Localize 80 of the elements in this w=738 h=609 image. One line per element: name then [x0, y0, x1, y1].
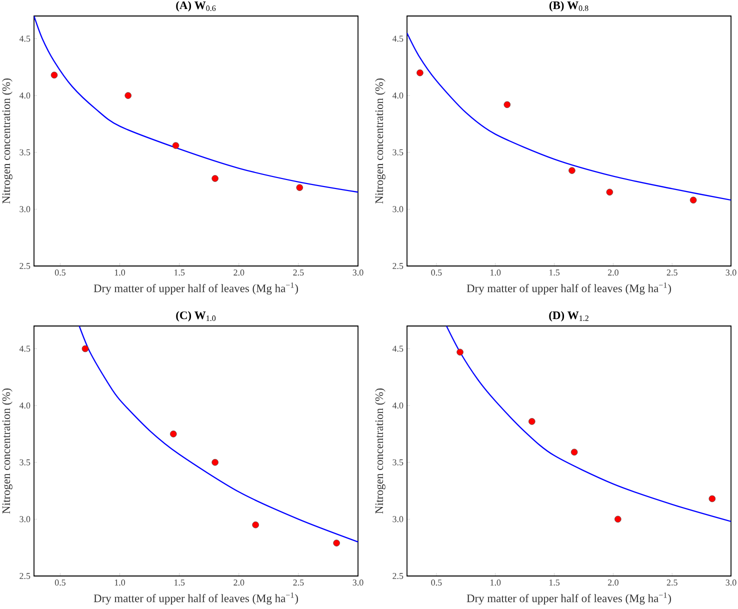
x-tick-label: 1.5	[549, 270, 560, 276]
y-tick-label: 3.0	[392, 516, 404, 522]
point	[570, 448, 578, 456]
x-tick-label: 3.0	[726, 580, 736, 586]
x-tick-label: 1.5	[549, 580, 560, 586]
x-axis-title: Dry matter of upper half of leaves (Mg ha$^{−1}$)	[466, 282, 671, 295]
y-tick-label: 2.5	[20, 572, 30, 580]
point	[528, 418, 536, 425]
point	[212, 175, 218, 182]
point	[690, 196, 697, 204]
point	[172, 142, 180, 149]
y-tick-label: 4.5	[19, 36, 30, 42]
x-tick-label: 2.5	[293, 580, 304, 586]
point	[504, 101, 511, 108]
x-tick-label: 2.0	[234, 580, 244, 586]
y-axis-title: Nitrogen concentration (%)	[375, 78, 386, 204]
y-tick-label: 2.5	[392, 262, 404, 270]
chart-title: (B) W$_{0.8}$	[549, 1, 588, 12]
x-tick-label: 0.5	[431, 580, 442, 586]
point	[50, 72, 58, 78]
x-tick-label: 1.5	[174, 580, 185, 586]
point	[82, 345, 89, 352]
y-tick-label: 4.0	[392, 402, 404, 409]
x-tick-label: 0.5	[54, 580, 66, 586]
x-axis-title: Dry matter of upper half of leaves (Mg ha$^{−1}$)	[466, 592, 671, 605]
y-tick-label: 3.5	[392, 149, 404, 156]
y-tick-label: 3.5	[392, 459, 404, 466]
x-tick-label: 2.5	[666, 580, 678, 586]
y-tick-label: 4.0	[392, 92, 404, 99]
y-tick-label: 3.5	[20, 459, 30, 466]
x-axis-title: Dry matter of upper half of leaves (Mg ha$^{−1}$)	[94, 282, 298, 295]
x-tick-label: 3.0	[726, 270, 736, 276]
y-tick-label: 4.0	[19, 402, 30, 409]
chart-title: (A) W$_{0.6}$	[176, 1, 216, 12]
chart-title: (C) W$_{1.0}$	[176, 311, 216, 322]
point	[212, 458, 218, 466]
point	[708, 495, 716, 502]
line-series	[446, 326, 732, 522]
x-tick-label: 0.5	[54, 270, 66, 276]
line-series	[407, 32, 732, 201]
x-tick-label: 2.5	[666, 270, 678, 276]
point	[296, 184, 304, 191]
y-tick-label: 3.0	[392, 206, 404, 212]
x-tick-label: 2.0	[234, 270, 244, 276]
y-axis-title: Nitrogen concentration (%)	[2, 78, 12, 204]
x-tick-label: 1.0	[490, 580, 501, 586]
x-tick-label: 1.0	[114, 580, 126, 586]
point	[606, 188, 614, 196]
line-series	[34, 16, 358, 193]
chart-title: (D) W$_{1.2}$	[549, 311, 588, 322]
y-tick-label: 2.5	[392, 572, 404, 580]
x-tick-label: 1.0	[490, 270, 501, 276]
x-tick-label: 0.5	[431, 270, 442, 276]
x-tick-label: 2.0	[608, 580, 618, 586]
x-tick-label: 3.0	[352, 580, 364, 586]
point	[333, 540, 340, 546]
y-tick-label: 2.5	[20, 262, 30, 270]
y-tick-label: 4.5	[392, 36, 404, 42]
y-tick-label: 4.0	[19, 92, 30, 99]
y-tick-label: 3.0	[20, 516, 30, 522]
point	[124, 92, 132, 99]
x-tick-label: 3.0	[352, 270, 364, 276]
y-axis-title: Nitrogen concentration (%)	[375, 388, 386, 514]
point	[170, 430, 177, 438]
point	[456, 348, 464, 356]
y-tick-label: 3.5	[20, 149, 30, 156]
point	[252, 521, 259, 528]
x-tick-label: 1.0	[114, 270, 126, 276]
x-tick-label: 1.5	[174, 270, 185, 276]
y-tick-label: 3.0	[20, 206, 30, 212]
point	[614, 516, 622, 523]
x-tick-label: 2.0	[608, 270, 618, 276]
y-axis-title: Nitrogen concentration (%)	[2, 388, 12, 514]
point	[568, 167, 576, 174]
y-tick-label: 4.5	[19, 346, 30, 352]
line-series	[78, 326, 358, 543]
y-tick-label: 4.5	[392, 346, 404, 352]
x-axis-title: Dry matter of upper half of leaves (Mg ha$^{−1}$)	[94, 592, 298, 605]
point	[416, 69, 424, 76]
x-tick-label: 2.5	[293, 270, 304, 276]
